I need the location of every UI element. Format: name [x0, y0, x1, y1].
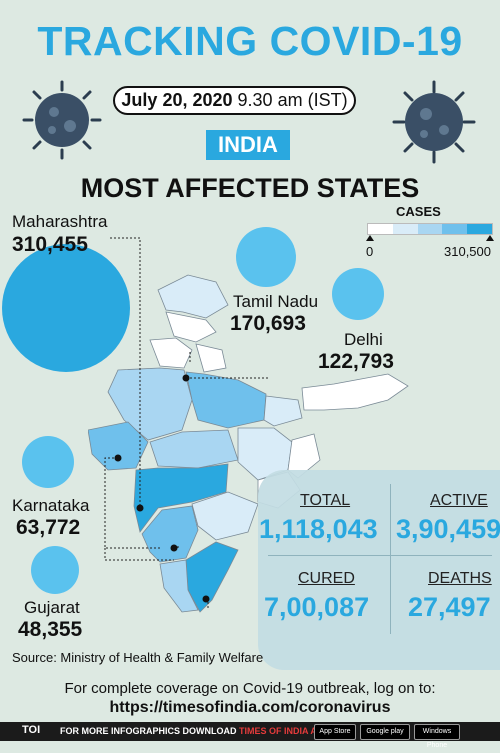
download-promo: FOR MORE INFOGRAPHICS DOWNLOAD TIMES OF … [60, 726, 329, 736]
source-note: Source: Ministry of Health & Family Welf… [12, 650, 264, 665]
toi-logo: TOI [22, 724, 41, 736]
stats-divider-horizontal [268, 555, 492, 556]
active-value: 3,90,459 [396, 514, 500, 544]
windows-phone-badge[interactable]: Windows Phone [414, 724, 460, 749]
app-store-badge[interactable]: App Store [314, 724, 356, 740]
legend-max-label: 310,500 [444, 244, 491, 259]
google-play-badge[interactable]: Google play [360, 724, 410, 740]
state-cases-tamil-nadu: 170,693 [230, 312, 306, 335]
legend-min-label: 0 [366, 244, 374, 259]
cured-value: 7,00,087 [264, 592, 370, 622]
map-region-maharashtra [133, 463, 229, 533]
deaths-label: DEATHS [428, 570, 492, 587]
cured-label: CURED [298, 570, 355, 587]
state-name-delhi: Delhi [344, 330, 383, 349]
map-region-punjab [149, 337, 193, 369]
map-region-kerala [159, 559, 199, 613]
total-value: 1,118,043 [259, 514, 378, 544]
legend-max-marker [486, 235, 494, 241]
footer-text: For complete coverage on Covid-19 outbre… [64, 680, 436, 697]
stats-divider-vertical [390, 484, 391, 634]
map-region-bengal [287, 433, 321, 479]
state-cases-karnataka: 63,772 [16, 516, 81, 539]
map-region-hp [165, 311, 217, 343]
date-text: July 20, 2020 [121, 90, 233, 110]
map-region-gujarat [88, 421, 149, 471]
map-region-bihar [263, 395, 303, 427]
state-cases-gujarat: 48,355 [18, 618, 83, 641]
legend-title: CASES [396, 204, 441, 219]
download-promo-prefix: FOR MORE INFOGRAPHICS DOWNLOAD [60, 726, 237, 736]
state-name-tamil-nadu: Tamil Nadu [233, 292, 319, 311]
total-label: TOTAL [300, 492, 351, 509]
bubble-delhi [332, 268, 384, 320]
bubble-maharashtra [2, 244, 130, 372]
state-name-gujarat: Gujarat [24, 598, 80, 617]
map-region-jk [157, 274, 229, 319]
map-region-telangana-ap [191, 491, 259, 541]
time-text: 9.30 am (IST) [237, 90, 348, 110]
bubble-karnataka [22, 436, 74, 488]
state-name-karnataka: Karnataka [12, 496, 90, 515]
virus-icon-left [22, 80, 102, 160]
map-region-rajasthan [107, 367, 193, 441]
state-cases-delhi: 122,793 [318, 350, 394, 373]
country-badge: INDIA [206, 130, 290, 160]
state-cases-maharashtra: 310,455 [12, 233, 88, 256]
virus-icon-right [392, 80, 476, 164]
legend-scale [367, 223, 493, 235]
download-promo-app: TIMES OF INDIA APP [239, 726, 329, 736]
footer-url[interactable]: https://timesofindia.com/coronavirus [109, 699, 391, 716]
state-name-maharashtra: Maharashtra [12, 212, 108, 231]
section-title: MOST AFFECTED STATES [80, 173, 420, 203]
deaths-value: 27,497 [408, 592, 491, 622]
india-map [88, 274, 409, 613]
date-badge: July 20, 2020 9.30 am (IST) [113, 86, 356, 115]
map-region-northeast [301, 373, 409, 411]
active-label: ACTIVE [430, 492, 488, 509]
bubble-tamil-nadu [236, 227, 296, 287]
legend-min-marker [366, 235, 374, 241]
map-region-uttarakhand [195, 343, 227, 373]
stats-panel [258, 470, 500, 670]
bubble-gujarat [31, 546, 79, 594]
page-title: TRACKING COVID-19 [37, 18, 463, 64]
